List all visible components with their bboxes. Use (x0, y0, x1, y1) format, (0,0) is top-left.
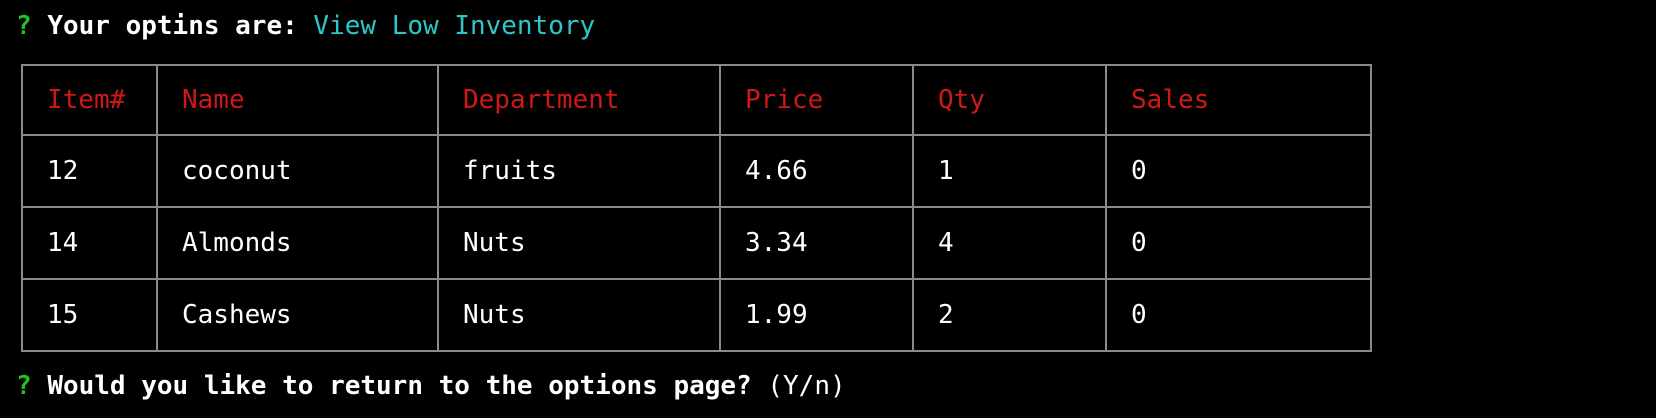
cell-price: 3.34 (719, 206, 914, 280)
cell-department: Nuts (437, 278, 721, 352)
yes-no-hint: (Y/n) (767, 371, 846, 401)
cell-item-number: 12 (21, 134, 158, 208)
cell-qty: 2 (912, 278, 1107, 352)
cell-price: 4.66 (719, 134, 914, 208)
low-inventory-table: Item# Name Department Price Qty Sales 12… (21, 64, 1372, 352)
cell-item-number: 14 (21, 206, 158, 280)
column-header-department: Department (437, 64, 721, 136)
table-row: 15 Cashews Nuts 1.99 2 0 (21, 278, 1372, 352)
cell-name: Cashews (156, 278, 439, 352)
cell-sales: 0 (1105, 134, 1372, 208)
prompt-question-marker: ? (16, 11, 32, 41)
cell-department: Nuts (437, 206, 721, 280)
table-row: 12 coconut fruits 4.66 1 0 (21, 134, 1372, 208)
column-header-qty: Qty (912, 64, 1107, 136)
column-header-item-number: Item# (21, 64, 158, 136)
column-header-sales: Sales (1105, 64, 1372, 136)
cell-sales: 0 (1105, 206, 1372, 280)
cell-qty: 4 (912, 206, 1107, 280)
return-prompt[interactable]: ? Would you like to return to the option… (16, 371, 846, 401)
cell-sales: 0 (1105, 278, 1372, 352)
prompt-question-text: Would you like to return to the options … (47, 371, 752, 401)
prompt-question-text: Your optins are: (47, 11, 298, 41)
options-prompt: ? Your optins are: View Low Inventory (16, 11, 595, 41)
cell-name: coconut (156, 134, 439, 208)
cell-item-number: 15 (21, 278, 158, 352)
cell-department: fruits (437, 134, 721, 208)
cell-name: Almonds (156, 206, 439, 280)
cell-price: 1.99 (719, 278, 914, 352)
table-header-row: Item# Name Department Price Qty Sales (21, 64, 1372, 136)
table-row: 14 Almonds Nuts 3.34 4 0 (21, 206, 1372, 280)
prompt-question-marker: ? (16, 371, 32, 401)
column-header-name: Name (156, 64, 439, 136)
selected-option-text: View Low Inventory (313, 11, 596, 41)
column-header-price: Price (719, 64, 914, 136)
cell-qty: 1 (912, 134, 1107, 208)
